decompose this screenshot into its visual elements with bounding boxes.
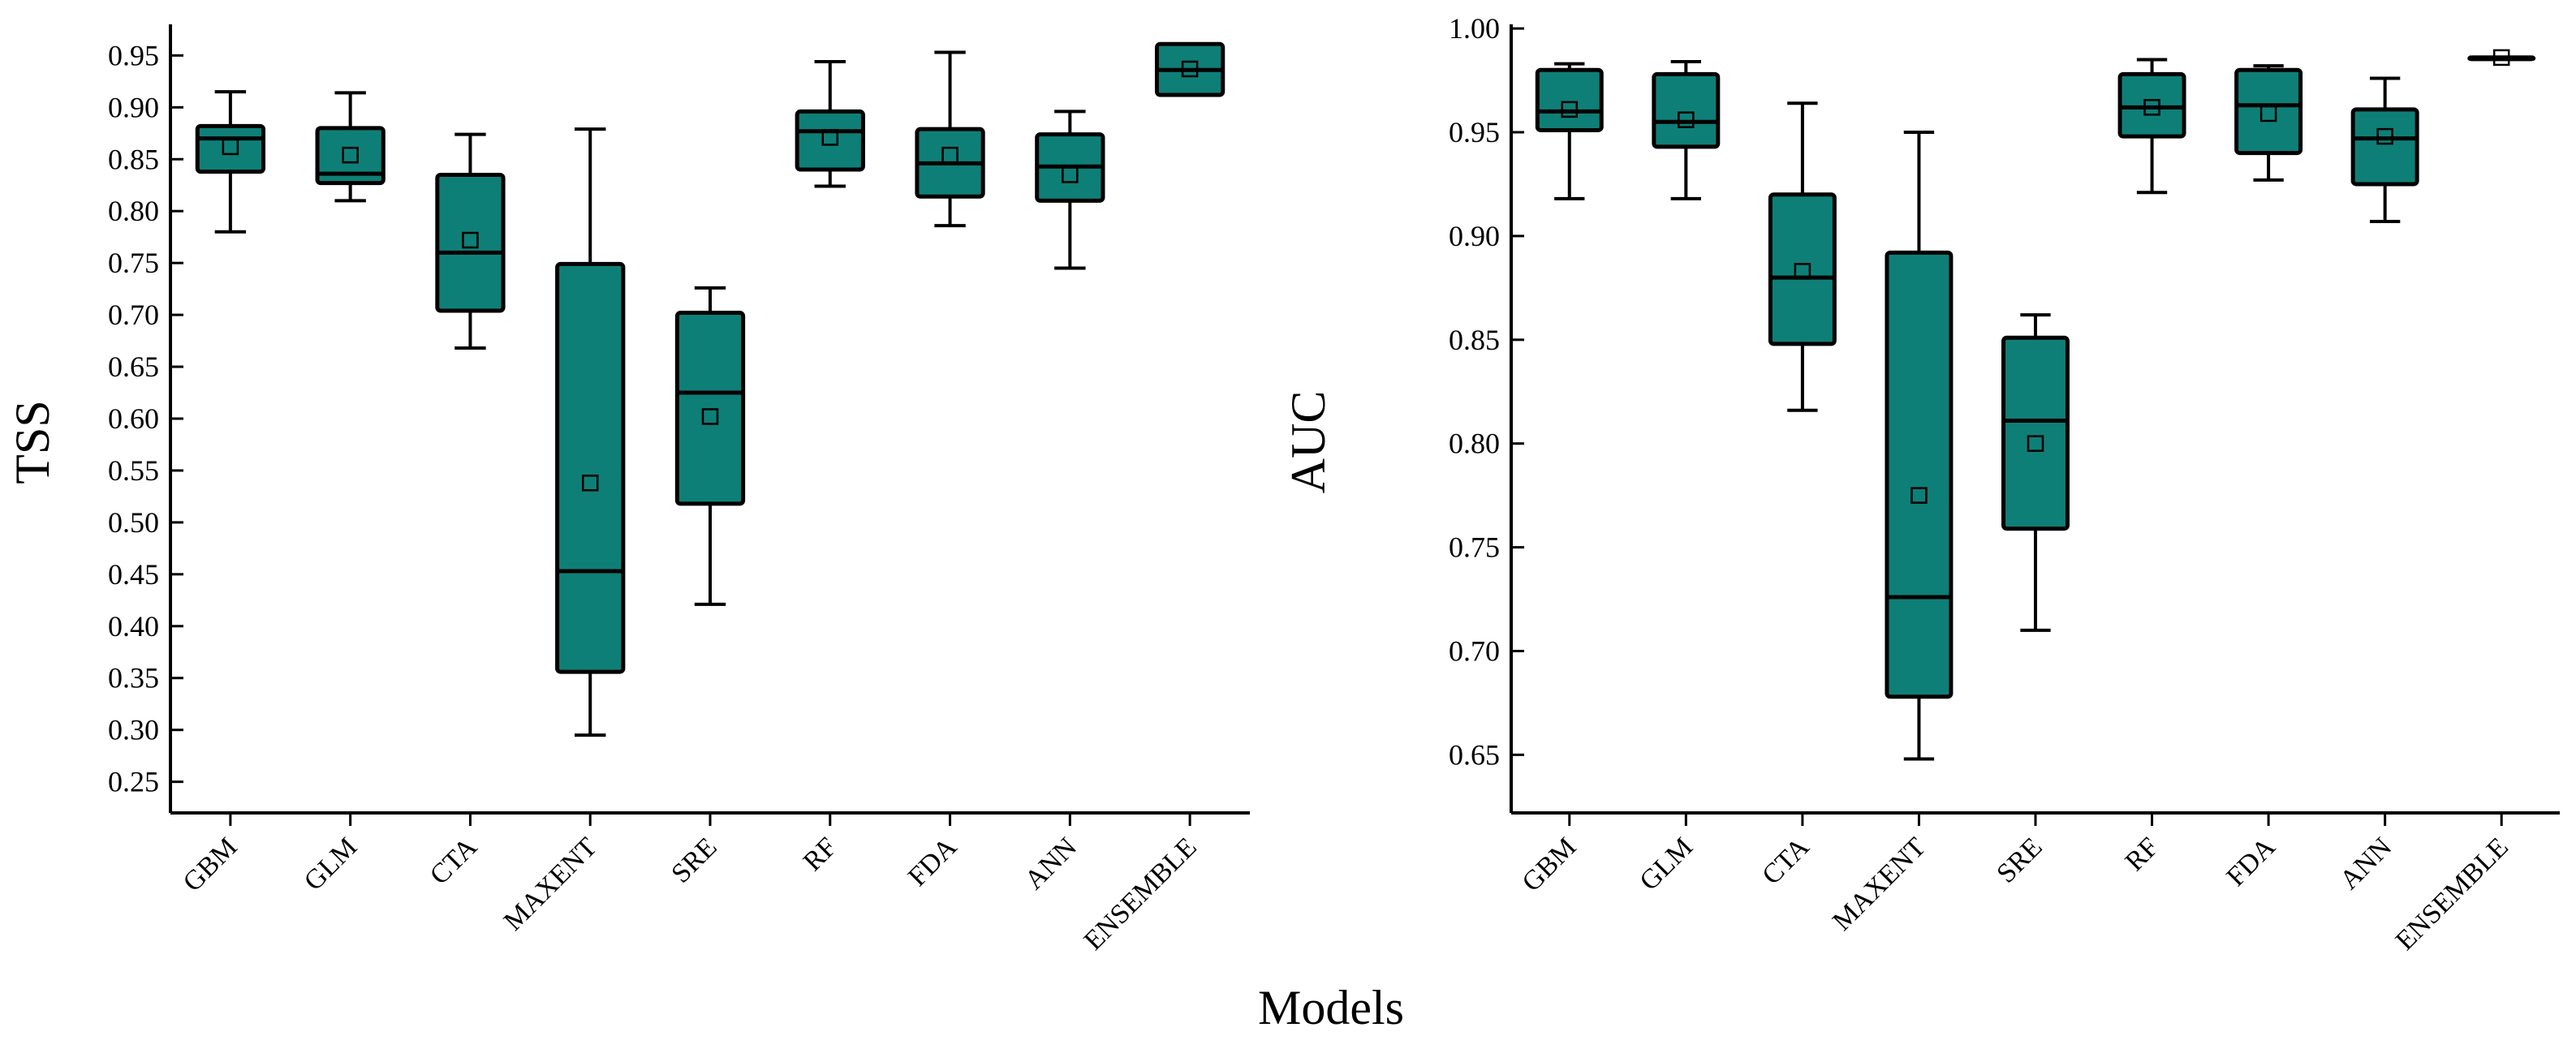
mean-marker [581, 475, 599, 492]
y-axis-title: TSS [6, 400, 59, 484]
y-tick-label: 0.75 [1449, 531, 1500, 564]
mean-marker [462, 231, 479, 249]
mean-marker [701, 408, 719, 425]
x-tick-label: GBM [178, 832, 243, 897]
box-glm [315, 91, 386, 203]
box-sre [674, 286, 746, 606]
y-tick-label: 0.70 [108, 299, 159, 331]
auc-panel: 0.65 0.70 0.75 0.80 0.85 0.90 0.95 1.00 AUC GBM GL… [1282, 12, 2560, 957]
box-ann [1035, 110, 1105, 270]
x-tick-label: ENSEMBLE [2390, 832, 2514, 956]
y-tick-label: 0.90 [108, 91, 159, 123]
box-maxent [555, 127, 626, 737]
x-tick-label: SRE [666, 832, 722, 888]
mean-marker [222, 138, 239, 156]
box-rf [2117, 58, 2186, 195]
y-tick-label: 0.80 [108, 195, 159, 227]
box-iqr [555, 261, 626, 674]
box-maxent [1885, 131, 1954, 761]
box-iqr [2117, 71, 2186, 139]
x-tick-label: GLM [1634, 832, 1699, 896]
box-iqr [1652, 71, 1721, 149]
box-iqr [435, 172, 506, 313]
y-tick-label: 0.95 [108, 39, 159, 71]
x-tick-label: CTA [1756, 832, 1816, 891]
box-iqr [195, 123, 266, 174]
box-cta [1768, 101, 1837, 412]
y-tick-label: 0.95 [1449, 116, 1500, 148]
mean-marker [1561, 101, 1579, 118]
x-axis-title: Models [1258, 981, 1404, 1034]
box-iqr [1535, 67, 1604, 132]
y-tick-label: 0.65 [1449, 738, 1500, 771]
x-tick-label: ANN [1019, 832, 1083, 895]
mean-marker [1062, 166, 1079, 183]
y-tick-label: 0.85 [1449, 324, 1500, 356]
mean-marker [2376, 127, 2393, 145]
box-glm [1652, 60, 1721, 200]
box-fda [915, 50, 985, 228]
x-tick-label: ENSEMBLE [1079, 832, 1203, 956]
mean-marker [2027, 435, 2044, 452]
y-tick-label: 0.80 [1449, 428, 1500, 460]
x-tick-label: MAXENT [498, 832, 603, 936]
x-tick-label: MAXENT [1827, 832, 1932, 936]
box-gbm [195, 90, 266, 234]
y-tick-label: 0.90 [1449, 220, 1500, 252]
mean-marker [1910, 487, 1928, 504]
y-tick-label: 1.00 [1449, 12, 1500, 45]
box-iqr [1885, 250, 1954, 699]
y-tick-label: 0.35 [108, 662, 159, 694]
x-tick-label: FDA [902, 832, 963, 892]
x-tick-label: GBM [1516, 832, 1582, 897]
box-iqr [2001, 335, 2070, 531]
x-tick-label: ANN [2334, 832, 2397, 895]
box-ann [2350, 76, 2419, 223]
x-tick-label: FDA [2221, 832, 2281, 892]
mean-marker [941, 146, 958, 164]
tss-panel: 0.25 0.30 0.35 0.40 0.45 0.50 0.55 0.60 0.65 0.70… [6, 24, 1250, 957]
y-tick-label: 0.25 [108, 766, 159, 798]
y-tick-label: 0.45 [108, 558, 159, 591]
mean-marker [342, 146, 359, 164]
y-tick-label: 0.65 [108, 350, 159, 383]
y-tick-label: 0.60 [108, 402, 159, 435]
x-tick-label: GLM [299, 832, 364, 896]
y-tick-label: 0.30 [108, 714, 159, 746]
y-tick-label: 0.50 [108, 506, 159, 539]
box-gbm [1535, 62, 1604, 200]
x-tick-label: CTA [424, 832, 484, 891]
y-tick-label: 0.75 [108, 247, 159, 279]
box-ensemble [2467, 49, 2536, 67]
mean-marker [821, 129, 839, 146]
y-axis-title: AUC [1282, 391, 1335, 494]
x-tick-label: SRE [1991, 832, 2048, 888]
y-tick-label: 0.40 [108, 610, 159, 643]
mean-marker [1794, 263, 1811, 280]
mean-marker [1181, 60, 1199, 78]
box-fda [2234, 64, 2303, 182]
box-rf [795, 60, 865, 188]
mean-marker [1678, 111, 1695, 128]
box-iqr [795, 109, 865, 172]
x-tick-label: RF [2120, 832, 2165, 877]
box-iqr [1768, 192, 1837, 346]
x-tick-label: RF [798, 832, 843, 877]
box-sre [2001, 313, 2070, 632]
box-cta [435, 132, 506, 350]
box-ensemble [1154, 41, 1226, 97]
mean-marker [2492, 49, 2510, 67]
box-iqr [2350, 107, 2419, 187]
box-iqr [2234, 67, 2303, 156]
mean-marker [2143, 99, 2160, 116]
y-tick-label: 0.70 [1449, 634, 1500, 667]
y-tick-label: 0.85 [108, 143, 159, 175]
box-iqr [315, 126, 386, 186]
y-tick-label: 0.55 [108, 454, 159, 487]
mean-marker [2259, 105, 2277, 123]
